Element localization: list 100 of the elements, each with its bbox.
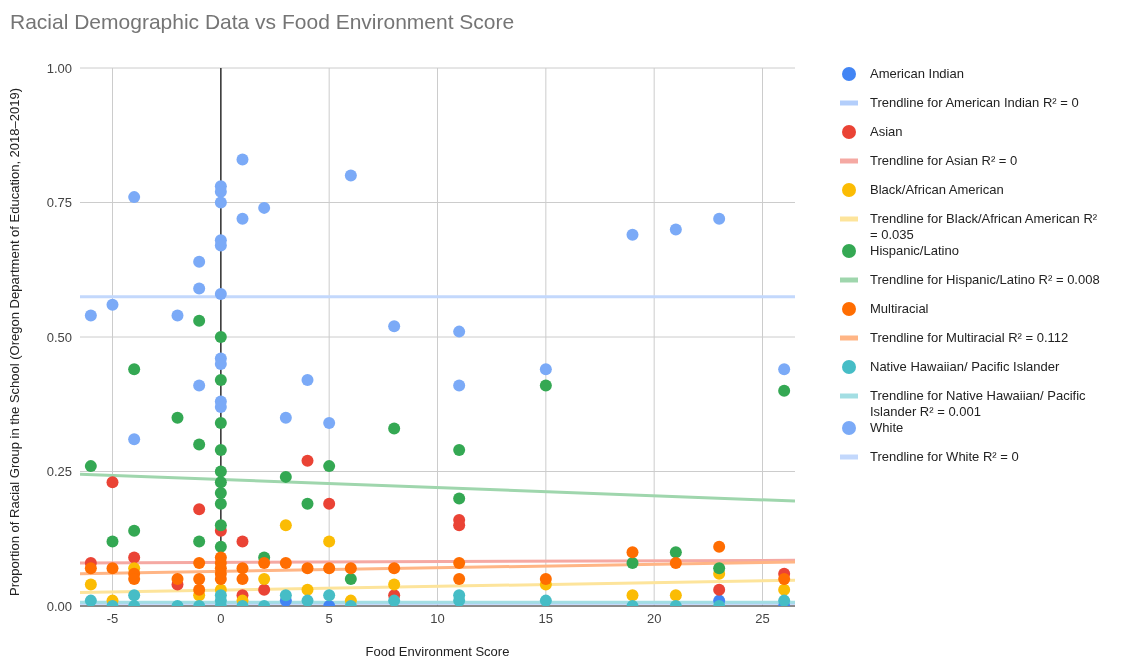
point [778, 583, 791, 596]
x-tick-label: 20 [646, 611, 662, 627]
point [214, 196, 227, 209]
point [778, 573, 791, 586]
point [626, 556, 639, 569]
point [128, 191, 141, 204]
point [539, 363, 552, 376]
point [106, 298, 119, 311]
point [258, 556, 271, 569]
point [301, 454, 314, 467]
legend-label: Trendline for Multiracial R² = 0.112 [870, 330, 1069, 346]
legend-label: Asian [870, 124, 903, 140]
point [323, 497, 336, 510]
point [214, 476, 227, 489]
point [323, 460, 336, 473]
point [539, 379, 552, 392]
point [453, 379, 466, 392]
point [713, 562, 726, 575]
legend-label: Trendline for American Indian R² = 0 [870, 95, 1079, 111]
point [301, 374, 314, 387]
point [193, 379, 206, 392]
point [236, 535, 249, 548]
legend-label: Trendline for White R² = 0 [870, 449, 1019, 465]
point [301, 497, 314, 510]
x-axis-title: Food Environment Score [364, 644, 511, 659]
point [193, 438, 206, 451]
point [128, 363, 141, 376]
y-tick-label: 0.00 [46, 598, 72, 614]
point [214, 374, 227, 387]
point [171, 411, 184, 424]
x-tick-label: 5 [325, 611, 333, 627]
point [626, 228, 639, 241]
y-tick-label: 0.50 [46, 329, 72, 345]
point [453, 573, 466, 586]
point [669, 546, 682, 559]
point [84, 562, 97, 575]
point [193, 314, 206, 327]
point [388, 422, 401, 435]
point [193, 503, 206, 516]
point [84, 594, 97, 606]
y-tick-label: 0.25 [46, 464, 72, 480]
point [626, 546, 639, 559]
point [323, 417, 336, 430]
point [778, 594, 791, 606]
point [669, 589, 682, 602]
point [539, 573, 552, 586]
point [279, 470, 292, 483]
point [301, 594, 314, 606]
legend-label: Black/African American [870, 182, 1004, 198]
point [279, 589, 292, 602]
point [388, 594, 401, 606]
point [279, 556, 292, 569]
point [344, 573, 357, 586]
point [669, 556, 682, 569]
point [236, 573, 249, 586]
point [258, 573, 271, 586]
point [388, 320, 401, 333]
point [106, 535, 119, 548]
legend-label: Trendline for Black/African American R² = 0.035 [870, 211, 1099, 243]
point [84, 578, 97, 591]
legend-label: American Indian [870, 66, 964, 82]
point [106, 562, 119, 575]
point [344, 169, 357, 182]
point [214, 443, 227, 456]
point [279, 519, 292, 532]
point [128, 524, 141, 537]
legend-label: Native Hawaiian/ Pacific Islander [870, 359, 1060, 375]
y-axis-title: Proportion of Racial Group in the School (Oregon Department of Education, 2018–2019) [6, 87, 22, 597]
point [171, 573, 184, 586]
point [258, 201, 271, 214]
point [193, 255, 206, 268]
point [128, 551, 141, 564]
point [214, 487, 227, 500]
legend-label: Trendline for Asian R² = 0 [870, 153, 1018, 169]
point [388, 578, 401, 591]
point [301, 583, 314, 596]
legend-label: Trendline for Native Hawaiian/ Pacific Islander R² = 0.001 [870, 388, 1087, 420]
point [193, 556, 206, 569]
chart-title: Racial Demographic Data vs Food Environment Score [10, 10, 515, 34]
point [236, 153, 249, 166]
legend-label: Hispanic/Latino [870, 243, 959, 259]
point [323, 589, 336, 602]
point [453, 325, 466, 338]
point [626, 589, 639, 602]
legend-label: White [870, 420, 904, 436]
point [301, 562, 314, 575]
point [344, 562, 357, 575]
point [453, 556, 466, 569]
point [128, 433, 141, 446]
point [214, 287, 227, 300]
point [713, 212, 726, 225]
x-tick-label: 10 [430, 611, 445, 627]
point [84, 309, 97, 322]
point [778, 384, 791, 397]
point [713, 583, 726, 596]
x-tick-label: -5 [106, 611, 119, 627]
point [669, 223, 682, 236]
point [214, 519, 227, 532]
point [453, 492, 466, 505]
point [193, 573, 206, 586]
